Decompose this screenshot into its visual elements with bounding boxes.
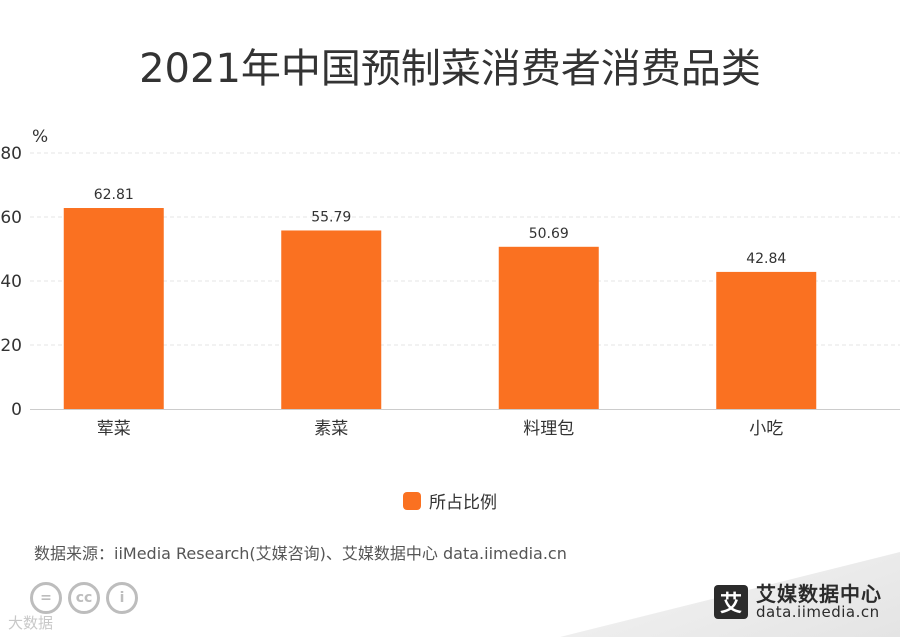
bar bbox=[63, 208, 164, 409]
legend: 所占比例 bbox=[0, 488, 900, 513]
bar bbox=[498, 246, 599, 409]
source-note: 数据来源：iiMedia Research(艾媒咨询)、艾媒数据中心 data.… bbox=[34, 544, 567, 563]
chart-title: 2021年中国预制菜消费者消费品类 bbox=[139, 46, 761, 92]
watermark: 大数据 bbox=[8, 614, 54, 632]
legend-swatch bbox=[403, 491, 421, 510]
y-tick-label: 40 bbox=[0, 272, 22, 292]
license-icons: = cc i bbox=[30, 582, 138, 614]
bar bbox=[716, 271, 817, 409]
brand-logo-icon: 艾 bbox=[714, 585, 748, 620]
bar-value-label: 55.79 bbox=[311, 209, 351, 225]
y-axis-unit: % bbox=[32, 127, 48, 147]
bars bbox=[63, 208, 817, 409]
bar-chart: % 0 20 40 60 80 62.81 55.79 50.69 42.84 荤菜 素菜 料理包… bbox=[0, 127, 900, 439]
y-tick-label: 0 bbox=[11, 400, 22, 420]
cc-icon: cc bbox=[68, 582, 100, 614]
x-axis-ticks: 荤菜 素菜 料理包 小吃 bbox=[97, 419, 784, 439]
y-tick-label: 80 bbox=[0, 144, 22, 164]
brand-name: 艾媒数据中心 bbox=[756, 582, 882, 606]
x-tick-label: 料理包 bbox=[523, 419, 574, 439]
legend-label: 所占比例 bbox=[429, 493, 497, 513]
y-tick-label: 60 bbox=[0, 208, 22, 228]
bar-value-label: 50.69 bbox=[529, 226, 569, 242]
brand-block: 艾 艾媒数据中心 data.iimedia.cn bbox=[714, 584, 882, 621]
value-labels: 62.81 55.79 50.69 42.84 bbox=[94, 187, 787, 267]
y-tick-label: 20 bbox=[0, 336, 22, 356]
x-tick-label: 小吃 bbox=[749, 419, 783, 439]
person-icon: i bbox=[106, 582, 138, 614]
x-tick-label: 素菜 bbox=[314, 419, 348, 439]
brand-url: data.iimedia.cn bbox=[756, 603, 880, 621]
y-axis-ticks: 0 20 40 60 80 bbox=[0, 144, 22, 420]
bar bbox=[281, 230, 382, 409]
bar-value-label: 42.84 bbox=[746, 251, 786, 267]
bar-value-label: 62.81 bbox=[94, 187, 134, 203]
equals-icon: = bbox=[30, 582, 62, 614]
x-tick-label: 荤菜 bbox=[97, 419, 131, 439]
